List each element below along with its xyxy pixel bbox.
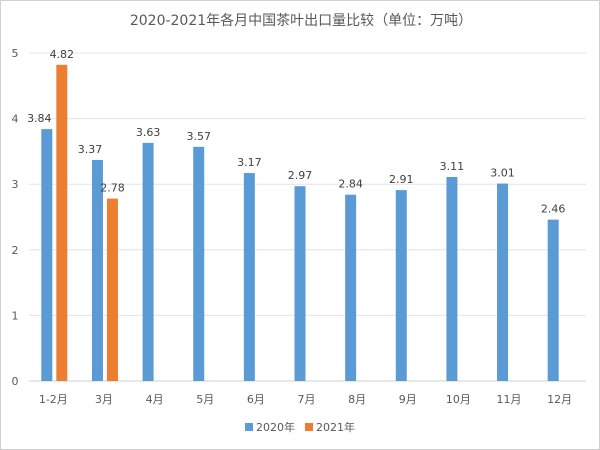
- y-tick-label: 1: [12, 309, 19, 322]
- bar-2020年-3月: [91, 159, 103, 381]
- legend-label: 2021年: [316, 420, 355, 434]
- bar-2020年-10月: [446, 176, 458, 381]
- x-tick-label: 5月: [196, 393, 214, 406]
- bar-2020年-9月: [395, 190, 407, 381]
- bar-2020年-1-2月: [41, 129, 53, 381]
- x-tick-label: 11月: [497, 393, 522, 406]
- bar-2020年-11月: [497, 183, 509, 381]
- y-tick-label: 4: [12, 113, 19, 126]
- bar-2020年-4月: [142, 142, 154, 381]
- legend-swatch: [305, 423, 313, 431]
- x-tick-label: 9月: [399, 393, 417, 406]
- data-label: 3.84: [27, 112, 52, 125]
- data-label: 2.84: [338, 178, 363, 191]
- bar-2020年-5月: [193, 146, 205, 381]
- x-tick-label: 8月: [348, 393, 366, 406]
- y-tick-label: 5: [12, 47, 19, 60]
- chart-title: 2020-2021年各月中国茶叶出口量比较（单位：万吨）: [130, 13, 472, 29]
- bar-2020年-12月: [547, 219, 559, 381]
- data-label: 4.82: [50, 48, 75, 61]
- x-tick-label: 6月: [247, 393, 265, 406]
- data-label: 2.91: [389, 173, 414, 186]
- y-tick-label: 0: [12, 375, 19, 388]
- data-label: 3.37: [78, 143, 103, 156]
- data-label: 3.57: [186, 130, 211, 143]
- data-label: 2.78: [100, 182, 125, 195]
- x-tick-label: 3月: [95, 393, 113, 406]
- bar-2020年-7月: [294, 186, 306, 381]
- legend-label: 2020年: [256, 420, 295, 434]
- data-label: 2.97: [288, 169, 313, 182]
- bar-2020年-6月: [243, 173, 255, 381]
- bar-2021年-1-2月: [56, 64, 68, 382]
- bar-2020年-8月: [345, 194, 357, 381]
- data-label: 2.46: [541, 203, 566, 216]
- legend-swatch: [245, 423, 253, 431]
- y-tick-label: 3: [12, 178, 19, 191]
- data-label: 3.63: [136, 126, 161, 139]
- y-tick-label: 2: [12, 244, 19, 257]
- x-tick-label: 4月: [146, 393, 164, 406]
- x-tick-label: 1-2月: [39, 393, 68, 406]
- bar-2021年-3月: [106, 198, 118, 381]
- data-label: 3.01: [490, 167, 515, 180]
- x-tick-label: 12月: [547, 393, 572, 406]
- x-tick-label: 7月: [298, 393, 316, 406]
- data-label: 3.17: [237, 156, 262, 169]
- data-label: 3.11: [440, 160, 465, 173]
- x-tick-label: 10月: [446, 393, 471, 406]
